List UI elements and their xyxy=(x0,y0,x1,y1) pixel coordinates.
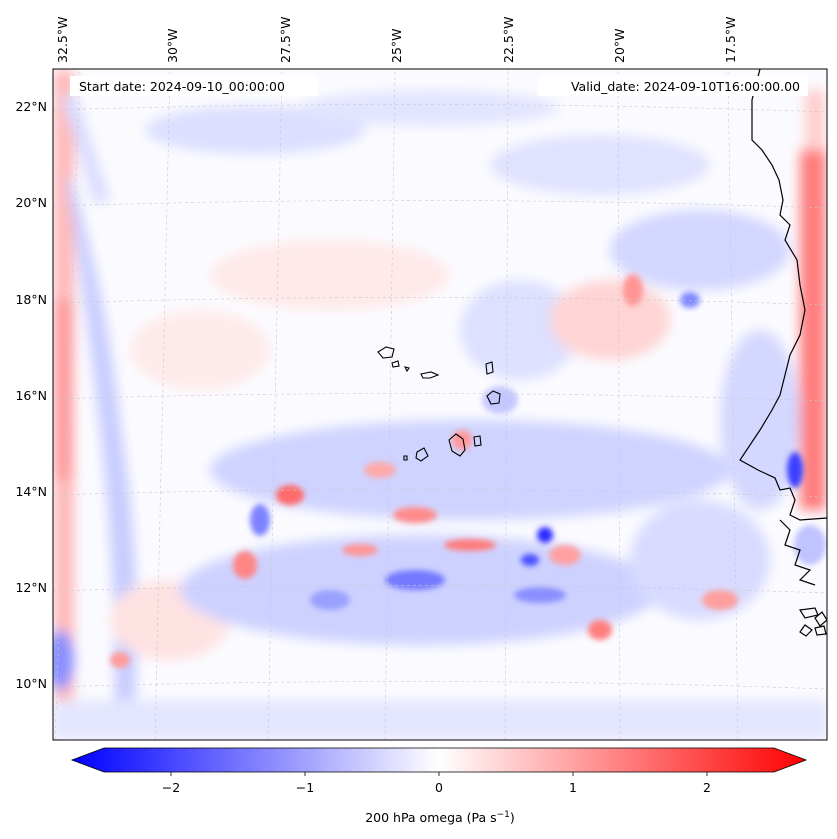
colorbar-ticks: −2 −1 0 1 2 xyxy=(162,772,711,795)
start-date-box xyxy=(70,76,318,96)
omega-field xyxy=(53,69,827,740)
colorbar-tick-label: −1 xyxy=(296,780,314,795)
lat-label: 18°N xyxy=(15,292,47,307)
graticule xyxy=(53,69,827,740)
lat-label: 20°N xyxy=(15,195,47,210)
lat-label: 12°N xyxy=(15,580,47,595)
lon-label: 20°W xyxy=(612,28,627,63)
colorbar-tick-label: 1 xyxy=(569,780,577,795)
colorbar-label-exponent: −1 xyxy=(497,810,510,820)
map-frame xyxy=(52,68,828,741)
colorbar-bar xyxy=(70,747,808,773)
longitude-labels: 32.5°W 30°W 27.5°W 25°W 22.5°W 20°W 17.5… xyxy=(55,17,738,63)
lat-label: 22°N xyxy=(15,99,47,114)
lat-label: 10°N xyxy=(15,676,47,691)
lon-label: 25°W xyxy=(389,28,404,63)
colorbar-tick-label: 0 xyxy=(435,780,443,795)
lat-label: 16°N xyxy=(15,388,47,403)
lon-label: 30°W xyxy=(165,28,180,63)
lon-label: 32.5°W xyxy=(55,17,70,63)
colorbar-label: 200 hPa omega (Pa s−1) xyxy=(365,810,515,825)
lon-label: 22.5°W xyxy=(501,17,516,63)
lon-label: 17.5°W xyxy=(723,17,738,63)
colorbar-label-main: 200 hPa omega (Pa s xyxy=(365,810,496,825)
colorbar-tick-label: −2 xyxy=(162,780,180,795)
colorbar-tick-label: 2 xyxy=(703,780,711,795)
latitude-labels: 22°N 20°N 18°N 16°N 14°N 12°N 10°N xyxy=(15,99,47,691)
valid-date-box xyxy=(538,76,808,96)
colorbar: −2 −1 0 1 2 200 hPa omega (Pa s−1) xyxy=(70,747,808,825)
lat-label: 14°N xyxy=(15,484,47,499)
coastline xyxy=(739,69,827,637)
islands xyxy=(377,346,501,462)
start-date-label: Start date: 2024-09-10_00:00:00 xyxy=(79,79,285,94)
valid-date-label: Valid_date: 2024-09-10T16:00:00.00 xyxy=(571,79,800,94)
colorbar-label-close: ) xyxy=(510,810,515,825)
lon-label: 27.5°W xyxy=(278,17,293,63)
